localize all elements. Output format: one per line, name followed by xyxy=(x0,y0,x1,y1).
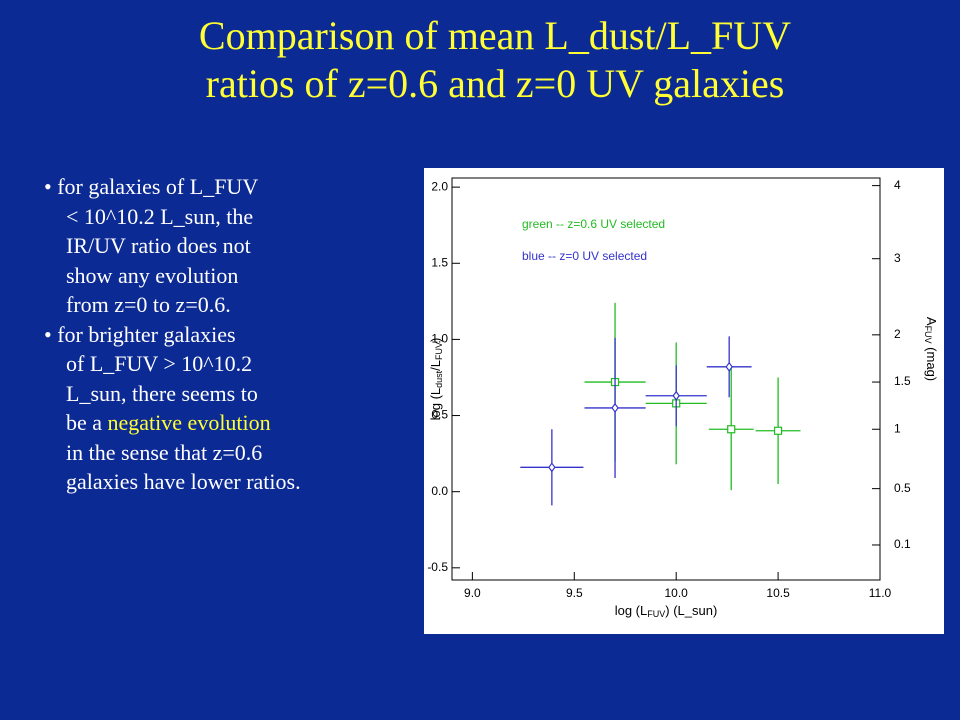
bullet-text: show any evolution xyxy=(66,262,239,288)
axis-label-part: FUV xyxy=(647,609,665,619)
bullet-text: IR/UV ratio does not xyxy=(66,233,251,258)
slide-title: Comparison of mean L_dust/L_FUV ratios of… xyxy=(0,12,960,108)
axis-label-part: /L xyxy=(428,360,443,371)
chart: 9.0 9.5 10.0 10.5 11.02.01.51.00.50.0-0.5432… xyxy=(424,168,944,634)
y-tick-label: 2.0 xyxy=(431,179,448,193)
bullet-line: of L_FUV > 10^10.2 xyxy=(44,349,301,379)
bullet-text: be a xyxy=(66,410,108,435)
bullet-line: < 10^10.2 L_sun, the xyxy=(44,202,301,232)
axis-label-part: FUV xyxy=(923,326,933,344)
legend-entry: blue -- z=0 UV selected xyxy=(522,249,647,263)
bullet-text: < 10^10.2 L_sun, the xyxy=(66,203,254,229)
axis-label-part: ) xyxy=(428,338,443,342)
plot-frame xyxy=(451,177,881,581)
x-tick-label: 10.5 xyxy=(766,586,790,600)
data-point xyxy=(725,361,733,372)
bullet-text: of L_FUV > 10^10.2 xyxy=(66,351,253,376)
bullet-text: for galaxies of L_FUV xyxy=(57,174,259,199)
bullet-line: L_sun, there seems to xyxy=(44,379,301,409)
y-tick-label: 1.5 xyxy=(431,255,448,269)
bullet-line: show any evolution xyxy=(44,261,301,291)
legend-entry: green -- z=0.6 UV selected xyxy=(522,217,665,231)
bullet-line: • for galaxies of L_FUV xyxy=(44,174,259,199)
axis-label-part: log (L xyxy=(428,388,443,421)
axis-label-part: dust xyxy=(434,370,444,388)
bullet-text: L_sun, there seems to xyxy=(66,380,258,406)
data-point xyxy=(548,462,556,473)
data-point xyxy=(611,402,619,413)
y-tick-label: 0.0 xyxy=(431,484,448,498)
data-point xyxy=(727,425,736,434)
bullet-text: for brighter galaxies xyxy=(57,321,236,347)
x-tick-label: 9.0 xyxy=(464,586,481,600)
bullet-line: from z=0 to z=0.6. xyxy=(44,290,301,320)
y2-tick-label: 0.1 xyxy=(894,537,911,551)
y2-tick-label: 2 xyxy=(894,327,901,341)
y-tick-label: -0.5 xyxy=(427,560,448,574)
x-tick-label: 11.0 xyxy=(869,586,892,600)
bullet-text: in the sense that z=0.6 xyxy=(66,439,263,465)
bullet-line: IR/UV ratio does not xyxy=(44,231,301,261)
y2-tick-label: 1 xyxy=(894,421,901,435)
y2-axis-label: AFUV (mag) xyxy=(923,317,939,381)
y2-tick-label: 3 xyxy=(894,251,901,265)
x-axis-label: log (LFUV) (L_sun) xyxy=(615,603,718,619)
axis-label-part: FUV xyxy=(434,342,444,360)
x-tick-label: 9.5 xyxy=(566,586,583,600)
data-point xyxy=(773,426,783,435)
axis-label-part: (mag) xyxy=(924,344,939,382)
bullet-text: galaxies have lower ratios. xyxy=(66,469,301,494)
bullet-line: be a negative evolution xyxy=(44,408,301,438)
y2-tick-label: 0.5 xyxy=(894,481,911,495)
bullet-line: • for brighter galaxies xyxy=(44,321,236,347)
y2-tick-label: 1.5 xyxy=(894,374,911,388)
title-line: ratios of z=0.6 and z=0 UV galaxies xyxy=(205,61,785,106)
chart-panel xyxy=(424,168,944,634)
bullet-list: • for galaxies of L_FUV < 10^10.2 L_sun, … xyxy=(44,172,301,497)
y-tick-label: 0.5 xyxy=(431,408,448,422)
title-line: Comparison of mean L_dust/L_FUV xyxy=(198,13,792,58)
y-axis-label: log (Ldust/LFUV) xyxy=(428,338,444,421)
bullet-text: from z=0 to z=0.6. xyxy=(66,292,231,317)
y2-tick-label: 4 xyxy=(894,178,901,192)
axis-label-part: log (L xyxy=(615,603,648,618)
bullet-line: in the sense that z=0.6 xyxy=(44,438,301,468)
x-tick-label: 10.0 xyxy=(665,586,689,600)
axis-label-part: A xyxy=(924,317,939,326)
axis-label-part: ) (L_sun) xyxy=(665,603,717,618)
bullet-line: galaxies have lower ratios. xyxy=(44,467,301,497)
data-point xyxy=(672,390,680,401)
highlight-text: negative evolution xyxy=(107,410,271,435)
y-tick-label: 1.0 xyxy=(431,332,448,346)
